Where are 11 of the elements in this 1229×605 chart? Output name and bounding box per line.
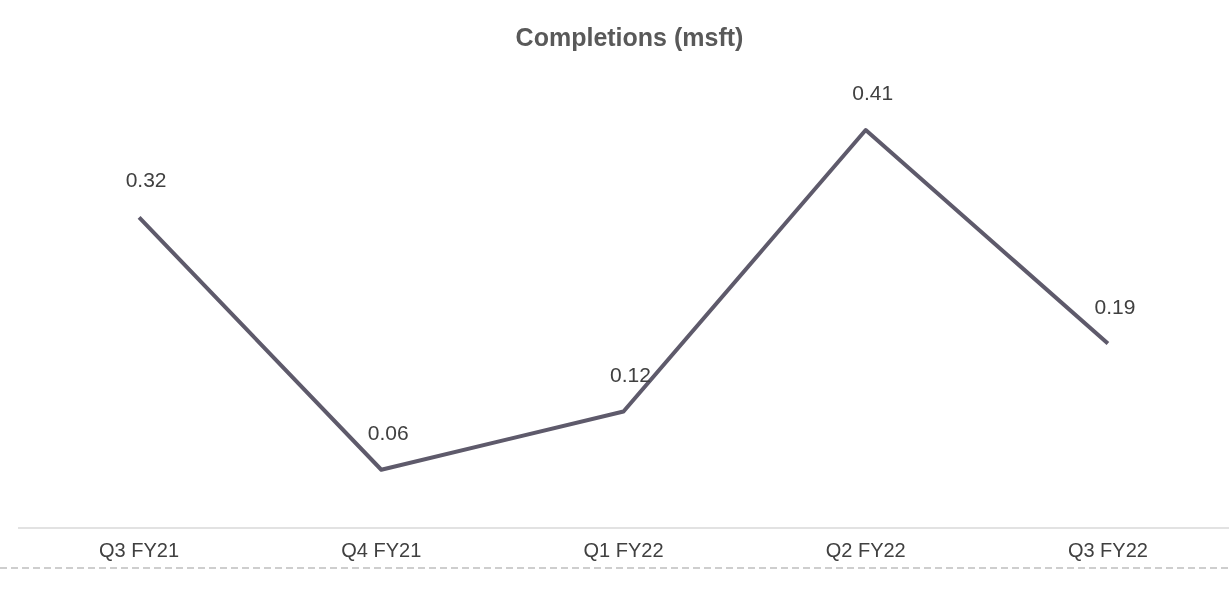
data-label: 0.12	[610, 362, 651, 386]
x-tick-label: Q3 FY22	[1067, 539, 1148, 561]
x-tick-label: Q4 FY21	[341, 539, 422, 561]
x-tick-label: Q1 FY22	[583, 539, 664, 561]
data-label: 0.41	[852, 81, 894, 104]
x-tick-label: Q3 FY21	[99, 539, 180, 561]
chart-title: Completions (msft)	[515, 23, 744, 51]
x-tick-label: Q2 FY22	[825, 539, 906, 561]
data-label: 0.19	[1094, 294, 1136, 318]
data-label: 0.32	[125, 168, 167, 192]
data-label: 0.06	[367, 420, 409, 444]
